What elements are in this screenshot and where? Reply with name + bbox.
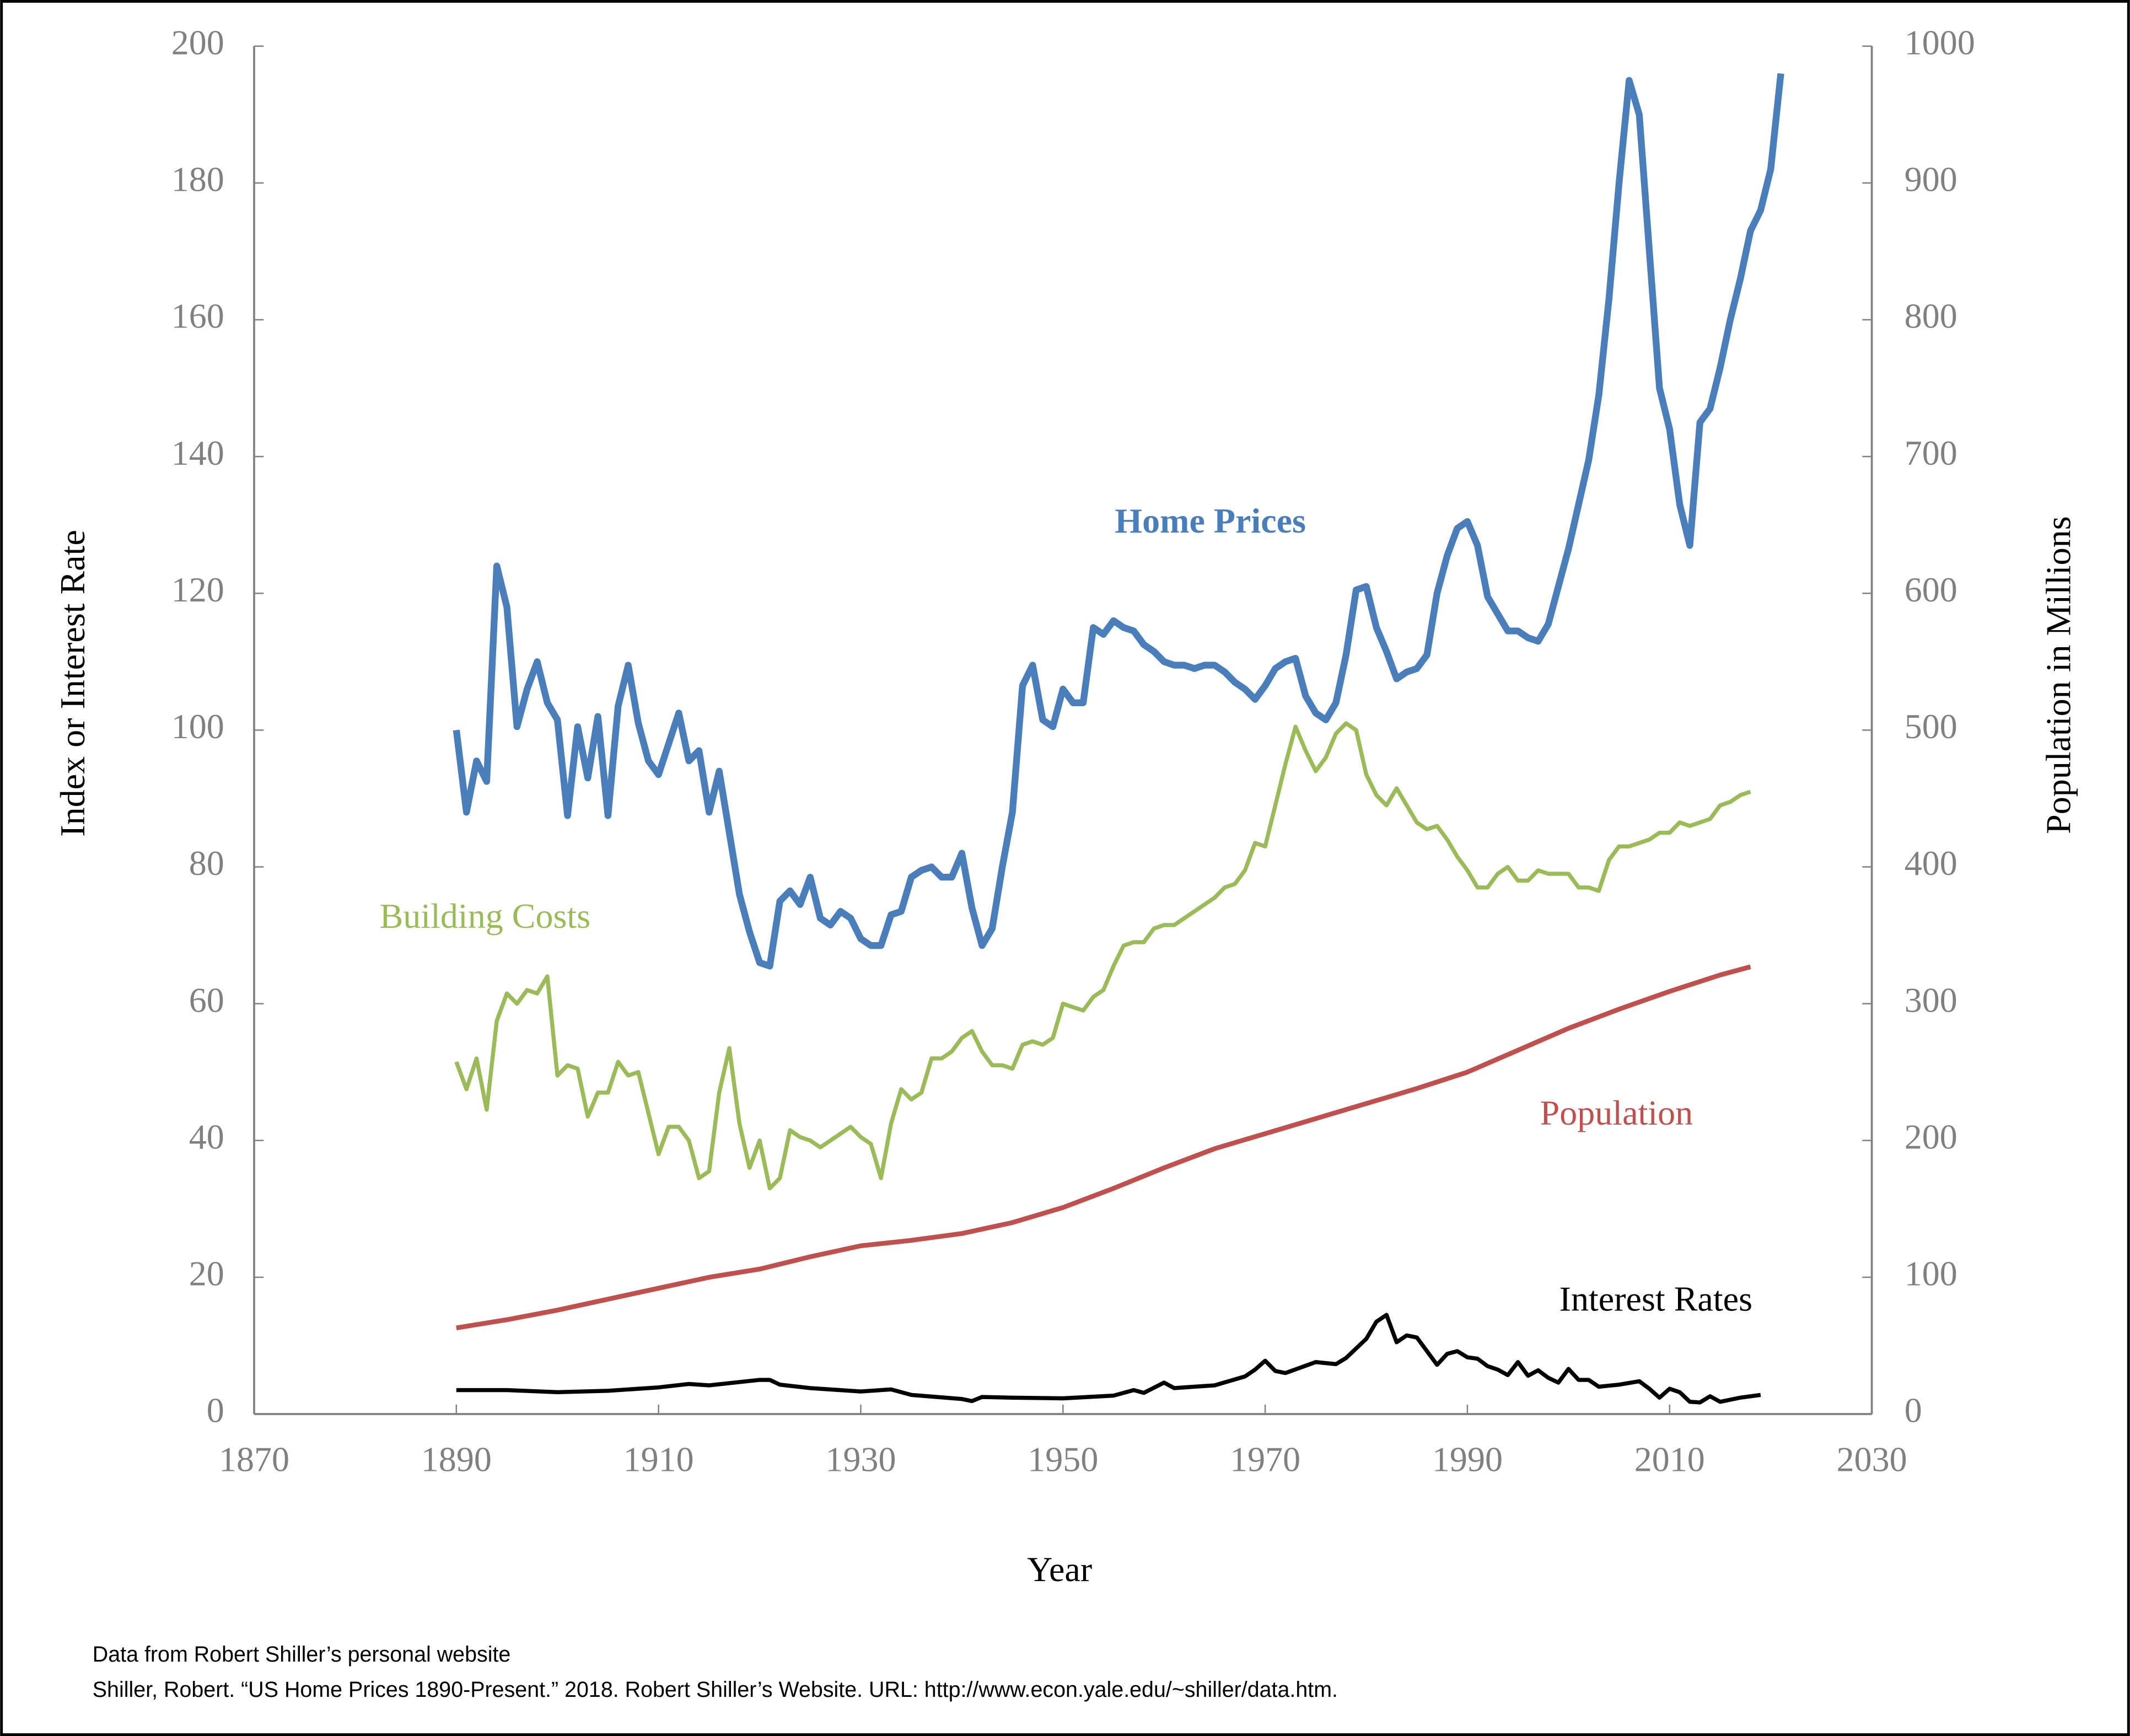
- x-tick-label: 1990: [1432, 1439, 1503, 1479]
- x-axis-label: Year: [1027, 1550, 1092, 1589]
- y-tick-label: 160: [171, 297, 224, 336]
- y-tick-label: 60: [189, 980, 224, 1019]
- x-tick-label: 2030: [1837, 1439, 1907, 1479]
- footnote: Shiller, Robert. “US Home Prices 1890-Pr…: [93, 1678, 1338, 1702]
- y2-tick-label: 100: [1905, 1254, 1957, 1293]
- y-tick-label: 20: [189, 1254, 224, 1293]
- series-line: [453, 73, 1784, 970]
- y-tick-label: 0: [207, 1391, 224, 1430]
- x-tick-label: 1970: [1230, 1439, 1300, 1479]
- x-tick-label: 1910: [623, 1439, 694, 1479]
- y2-tick-label: 700: [1905, 433, 1957, 472]
- y2-tick-label: 600: [1905, 570, 1957, 609]
- x-tick-label: 1930: [825, 1439, 896, 1479]
- y2-tick-label: 1000: [1905, 23, 1975, 62]
- y-tick-label: 100: [171, 707, 224, 746]
- x-tick-label: 1950: [1028, 1439, 1098, 1479]
- x-tick-label: 1870: [219, 1439, 289, 1479]
- series-line: [456, 1313, 1761, 1405]
- series-line: [456, 964, 1751, 1330]
- y2-axis-label: Population in Millions: [2038, 516, 2078, 834]
- x-tick-label: 2010: [1634, 1439, 1705, 1479]
- y-tick-label: 140: [171, 433, 224, 472]
- y2-tick-label: 300: [1905, 980, 1957, 1019]
- series-label: Interest Rates: [1559, 1280, 1752, 1319]
- y-axis-label: Index or Interest Rate: [53, 530, 92, 837]
- y-tick-label: 180: [171, 160, 224, 199]
- y-tick-label: 200: [171, 23, 224, 62]
- y2-tick-label: 500: [1905, 707, 1957, 746]
- series-label: Building Costs: [380, 896, 591, 936]
- y-tick-label: 120: [171, 570, 224, 609]
- y2-tick-label: 900: [1905, 160, 1957, 199]
- y2-tick-label: 200: [1905, 1117, 1957, 1156]
- y2-tick-label: 0: [1905, 1391, 1922, 1430]
- series-label: Population: [1540, 1093, 1693, 1132]
- y-tick-label: 40: [189, 1117, 224, 1156]
- y-tick-label: 80: [189, 843, 224, 883]
- footnote: Data from Robert Shiller’s personal webs…: [93, 1642, 511, 1667]
- x-tick-label: 1890: [421, 1439, 492, 1479]
- y2-tick-label: 400: [1905, 843, 1957, 883]
- series-line: [454, 721, 1751, 1191]
- series-label: Home Prices: [1115, 501, 1306, 540]
- y2-tick-label: 800: [1905, 297, 1957, 336]
